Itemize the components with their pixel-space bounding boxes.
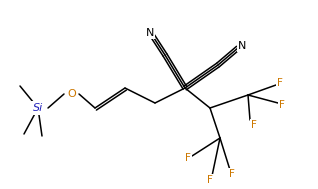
- Text: F: F: [279, 100, 285, 110]
- Text: F: F: [251, 120, 257, 130]
- Text: Si: Si: [33, 103, 43, 113]
- Text: N: N: [238, 41, 246, 51]
- Text: F: F: [207, 175, 213, 185]
- Text: N: N: [146, 28, 154, 38]
- Text: O: O: [68, 89, 76, 99]
- Text: F: F: [185, 153, 191, 163]
- Text: F: F: [229, 169, 235, 179]
- Text: F: F: [277, 78, 283, 88]
